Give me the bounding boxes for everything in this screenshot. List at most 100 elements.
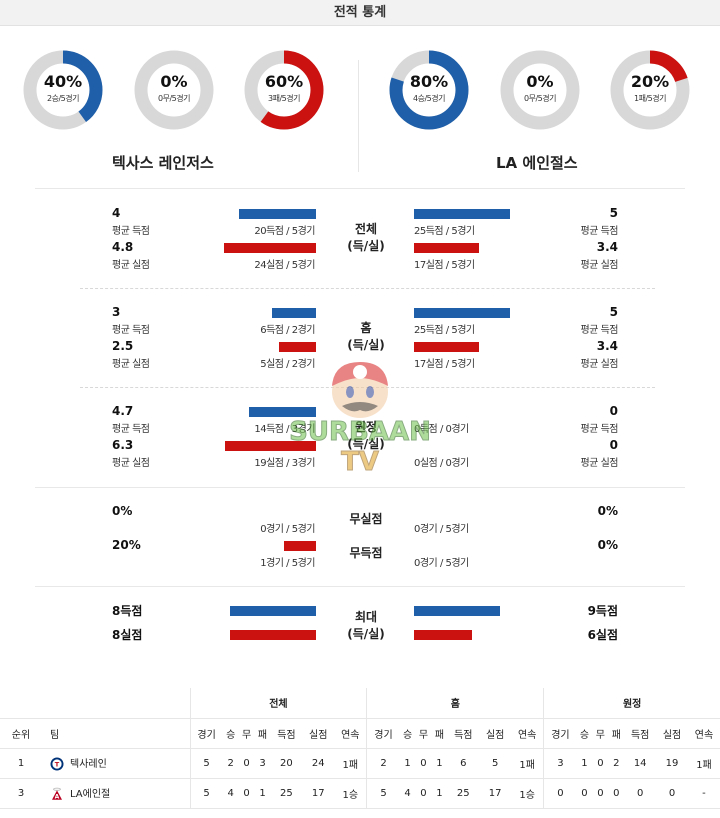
table-group-header: 전체 홈 원정 <box>0 688 720 719</box>
right-scoreless-bar-label: 0경기 / 5경기 <box>414 558 469 569</box>
donut-arc <box>23 50 103 130</box>
right-avg-allowed: 3.4 <box>596 240 618 254</box>
page-title: 전적 통계 <box>0 0 720 26</box>
donut-left-win: 40% 2승/5경기 <box>23 50 103 130</box>
donut-pct: 20% <box>630 72 670 91</box>
stat-cell: 1 <box>576 748 593 779</box>
team-divider <box>358 60 359 172</box>
col-scored: 득점 <box>624 718 657 749</box>
right-home-allowed-bar-label: 17실점 / 5경기 <box>414 359 475 370</box>
table-row[interactable]: 3 A LA에인절 5 4 0 1 25 17 1승 5 4 0 1 25 17… <box>0 778 720 809</box>
stat-cell: 4 <box>399 778 416 809</box>
right-away-allowed-bar-label: 0실점 / 0경기 <box>414 458 469 469</box>
right-home-allowed-bar <box>414 342 479 352</box>
max-label: 최대 <box>354 610 378 624</box>
left-away-scored-bar <box>249 407 316 417</box>
mascot-icon: SURBAAN TV <box>289 362 431 478</box>
donut-sub: 3패/5경기 <box>268 94 300 103</box>
col-streak: 연속 <box>334 718 367 749</box>
away-section-label: 원정 (득/실) <box>340 419 392 453</box>
stat-cell: 1승 <box>511 778 544 809</box>
stat-cell: 1패 <box>687 748 720 779</box>
shutout-label: 무실점 <box>349 512 383 526</box>
stat-cell: 0 <box>608 778 625 809</box>
left-max-allowed: 8실점 <box>112 628 143 642</box>
right-away-allowed: 0 <box>609 438 618 452</box>
stat-cell: 2 <box>608 748 625 779</box>
stat-cell: 3 <box>254 748 271 779</box>
stat-cell: 1승 <box>334 778 367 809</box>
team-cell[interactable]: T 텍사레인 <box>42 748 190 779</box>
col-wins: 승 <box>399 718 416 749</box>
left-home-scored-bar-label: 6득점 / 2경기 <box>260 325 315 336</box>
donut-right-loss: 20% 1패/5경기 <box>610 50 690 130</box>
donut-sub: 4승/5경기 <box>413 94 445 103</box>
stat-cell: 1 <box>431 748 448 779</box>
right-away-scored-bar-label: 0득점 / 0경기 <box>414 424 469 435</box>
watermark-logo: SURBAAN TV <box>272 352 448 482</box>
left-shutout-bar-label: 0경기 / 5경기 <box>260 524 315 535</box>
texas-logo-icon: T <box>50 757 64 771</box>
col-scored: 득점 <box>447 718 480 749</box>
left-away-allowed: 6.3 <box>112 438 134 452</box>
stat-cell: 0 <box>592 748 609 779</box>
left-scoreless-bar <box>284 541 316 551</box>
left-max-allowed-bar <box>230 630 316 640</box>
left-home-scored: 3 <box>112 305 121 319</box>
right-away-scored-label: 평균 득점 <box>580 424 619 435</box>
right-home-scored-bar-label: 25득점 / 5경기 <box>414 325 475 336</box>
donut-arc <box>389 50 469 130</box>
svg-text:T: T <box>55 760 60 768</box>
donut-sub: 1패/5경기 <box>634 94 666 103</box>
right-max-allowed-bar <box>414 630 472 640</box>
team-name: LA에인절 <box>70 789 111 800</box>
stat-cell: 19 <box>656 748 688 779</box>
stat-cell: - <box>687 778 720 809</box>
team-cell[interactable]: A LA에인절 <box>42 778 190 809</box>
stat-cell: 14 <box>624 748 657 779</box>
left-home-allowed-label: 평균 실점 <box>112 359 150 370</box>
donut-pct: 0% <box>526 72 554 91</box>
stat-cell: 1패 <box>511 748 544 779</box>
left-scoreless-pct: 20% <box>112 538 141 552</box>
col-draws: 무 <box>592 718 609 749</box>
donut-right-win: 80% 4승/5경기 <box>389 50 469 130</box>
total-sublabel: (득/실) <box>347 239 385 253</box>
right-total-allowed-bar-label: 17실점 / 5경기 <box>414 260 475 271</box>
standings-table: 전체 홈 원정 순위 팀 경기 승 무 패 득점 실점 연속 경기 승 무 패 … <box>0 688 720 809</box>
col-losses: 패 <box>254 718 271 749</box>
table-row[interactable]: 1 T 텍사레인 5 2 0 3 20 24 1패 2 1 0 1 6 5 1패… <box>0 748 720 779</box>
group-header-total: 전체 <box>189 688 367 719</box>
right-total-scored-bar-label: 25득점 / 5경기 <box>414 226 475 237</box>
col-games: 경기 <box>189 718 223 749</box>
stat-cell: 17 <box>479 778 512 809</box>
donut-sub: 2승/5경기 <box>47 94 79 103</box>
col-losses: 패 <box>431 718 448 749</box>
donut-track <box>134 50 214 130</box>
stat-cell: 25 <box>270 778 303 809</box>
right-total-scored-bar <box>414 209 510 219</box>
left-away-allowed-bar <box>225 441 316 451</box>
divider <box>80 288 655 289</box>
home-label: 홈 <box>360 321 372 335</box>
stat-cell: 0 <box>656 778 688 809</box>
donut-pct: 60% <box>264 72 304 91</box>
col-streak: 연속 <box>687 718 720 749</box>
stat-cell: 0 <box>543 778 577 809</box>
donut-sub: 0무/5경기 <box>158 94 190 103</box>
left-away-scored-label: 평균 득점 <box>112 424 150 435</box>
donut-left-draw: 0% 0무/5경기 <box>134 50 214 130</box>
left-home-allowed-bar-label: 5실점 / 2경기 <box>260 359 315 370</box>
stat-cell: 25 <box>447 778 480 809</box>
right-max-allowed: 6실점 <box>587 628 618 642</box>
right-team-name[interactable]: LA 에인절스 <box>496 154 578 172</box>
left-away-allowed-bar-label: 19실점 / 3경기 <box>254 458 315 469</box>
team-name: 텍사레인 <box>70 759 107 770</box>
left-home-scored-label: 평균 득점 <box>112 325 150 336</box>
left-team-name[interactable]: 텍사스 레인저스 <box>112 154 214 172</box>
scoreless-label: 무득점 <box>349 546 383 560</box>
right-home-scored: 5 <box>609 305 618 319</box>
donut-arc <box>244 50 324 130</box>
left-avg-scored: 4 <box>112 206 121 220</box>
group-header-away: 원정 <box>543 688 720 719</box>
